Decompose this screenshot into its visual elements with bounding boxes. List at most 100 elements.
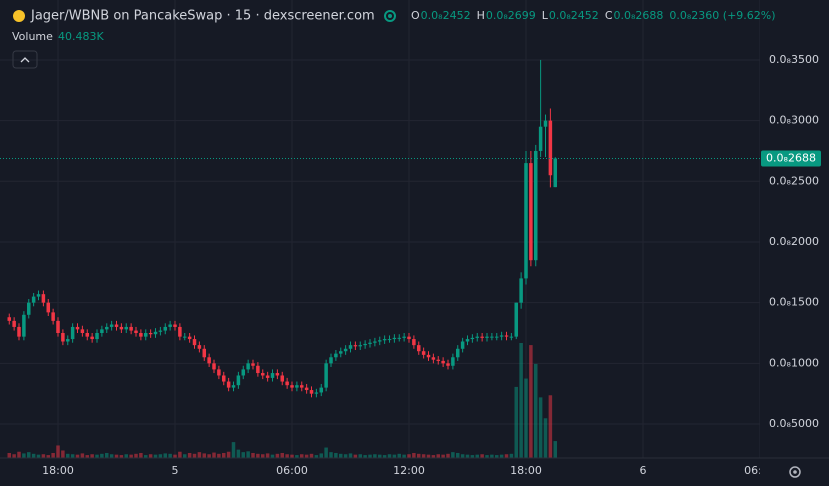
- volume-bar: [70, 454, 75, 458]
- candle-body: [382, 339, 387, 341]
- candle-body: [275, 373, 280, 376]
- volume-value: 40.483K: [58, 30, 104, 43]
- settings-icon[interactable]: [789, 466, 801, 478]
- volume-bar: [124, 454, 129, 458]
- candle-body: [524, 163, 528, 279]
- y-tick-label: 0.0₈2500: [769, 174, 819, 187]
- candle-body: [17, 326, 21, 337]
- volume-bar: [485, 455, 489, 458]
- candle-body: [358, 345, 363, 347]
- candle-body: [207, 357, 211, 364]
- volume-bar: [343, 454, 348, 458]
- volume-bar: [27, 452, 31, 458]
- collapse-icon: [20, 57, 30, 63]
- volume-bar: [168, 453, 172, 458]
- volume-bar: [187, 452, 192, 458]
- volume-bar: [499, 454, 504, 458]
- volume-bar: [514, 386, 519, 458]
- candle-body: [309, 390, 314, 394]
- ohlc-value: 0.0₈2452: [549, 9, 599, 22]
- volume-bar: [363, 455, 367, 458]
- volume-bar: [480, 454, 484, 458]
- candle-body: [485, 336, 489, 338]
- y-tick-label: 0.0₈3500: [769, 53, 819, 66]
- candle-body: [7, 317, 12, 321]
- candle-body: [407, 336, 411, 340]
- volume-bar: [417, 453, 421, 458]
- candle-body: [27, 302, 31, 315]
- candle-body: [129, 326, 133, 331]
- candle-body: [543, 120, 548, 127]
- candle-body: [280, 375, 285, 382]
- volume-bar: [426, 454, 431, 458]
- last-price-badge: [761, 150, 821, 167]
- volume-bar: [90, 454, 94, 458]
- volume-bar: [285, 454, 289, 458]
- candle-body: [85, 333, 90, 337]
- candle-body: [446, 363, 450, 366]
- volume-bar: [421, 454, 426, 458]
- candle-body: [222, 375, 226, 382]
- candle-body: [124, 326, 129, 330]
- candle-body: [153, 331, 158, 335]
- volume-bar: [36, 454, 41, 458]
- candle-body: [246, 363, 250, 370]
- candle-body: [456, 348, 460, 358]
- candle-body: [148, 333, 153, 335]
- volume-bar: [202, 453, 207, 458]
- volume-bar: [85, 455, 90, 458]
- candle-body: [451, 357, 455, 366]
- volume-bar: [402, 454, 406, 458]
- volume-bar: [280, 452, 285, 458]
- candle-body: [363, 343, 367, 346]
- candle-body: [514, 302, 519, 337]
- candle-body: [31, 296, 36, 303]
- candle-body: [499, 335, 504, 337]
- candle-body: [139, 333, 143, 337]
- candle-body: [441, 360, 445, 364]
- volume-bar: [314, 455, 319, 458]
- candle-body: [231, 385, 236, 388]
- candle-body: [187, 336, 192, 340]
- volume-bar: [275, 453, 280, 458]
- volume-bar: [158, 454, 163, 458]
- volume-bar: [231, 442, 236, 458]
- volume-bar: [382, 455, 387, 458]
- volume-bar: [246, 451, 250, 458]
- candle-body: [134, 330, 138, 334]
- x-tick-label: 12:00: [393, 464, 425, 477]
- volume-bar: [309, 453, 314, 458]
- candle-body: [290, 385, 294, 388]
- candle-body: [387, 339, 392, 341]
- volume-bar: [144, 455, 148, 458]
- volume-bar: [7, 452, 12, 458]
- collapse-button[interactable]: [12, 50, 38, 69]
- ohlc-key: H: [477, 9, 485, 22]
- x-tick-label: 18:00: [42, 464, 74, 477]
- candle-body: [504, 335, 509, 337]
- candle-body: [202, 348, 207, 358]
- candle-body: [295, 385, 299, 388]
- candle-body: [144, 333, 148, 337]
- volume-bar: [192, 453, 197, 458]
- last-price-label: 0.0₈2688: [766, 151, 816, 164]
- volume-bar: [329, 452, 333, 458]
- candle-body: [256, 365, 260, 374]
- volume-bar: [129, 454, 133, 458]
- change-value: 0.0₈2360 (+9.62%): [669, 9, 775, 22]
- volume-bar: [41, 454, 46, 458]
- volume-bar: [387, 454, 392, 458]
- candle-body: [265, 375, 270, 378]
- y-tick-label: 0.0₈3000: [769, 114, 819, 127]
- candle-body: [353, 345, 358, 347]
- candle-body: [119, 326, 124, 330]
- candle-body: [183, 336, 187, 338]
- volume-bar: [533, 363, 538, 458]
- volume-bar: [270, 454, 275, 458]
- candle-body: [66, 339, 70, 342]
- volume-bar: [31, 453, 36, 458]
- volume-bar: [348, 453, 353, 458]
- candle-body: [36, 294, 41, 297]
- volume-bar: [197, 452, 202, 458]
